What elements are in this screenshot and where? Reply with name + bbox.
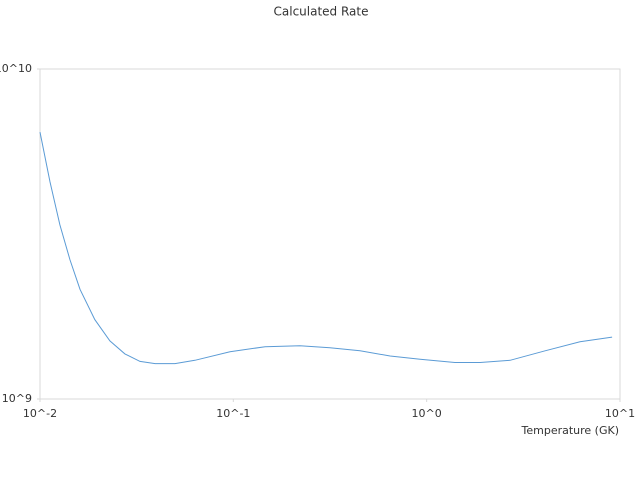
- x-tick-label: 10^0: [412, 407, 442, 420]
- chart-title: Calculated Rate: [274, 5, 369, 19]
- y-tick-label: 10^9: [2, 392, 32, 405]
- x-tick-label: 10^-1: [216, 407, 250, 420]
- data-line: [39, 132, 613, 365]
- x-tick-label: 10^1: [605, 407, 635, 420]
- x-tick-label: 10^-2: [23, 407, 57, 420]
- y-tick-label: 10^10: [0, 62, 32, 75]
- plot-area: [39, 68, 621, 400]
- x-axis-label: Temperature (GK): [521, 424, 620, 437]
